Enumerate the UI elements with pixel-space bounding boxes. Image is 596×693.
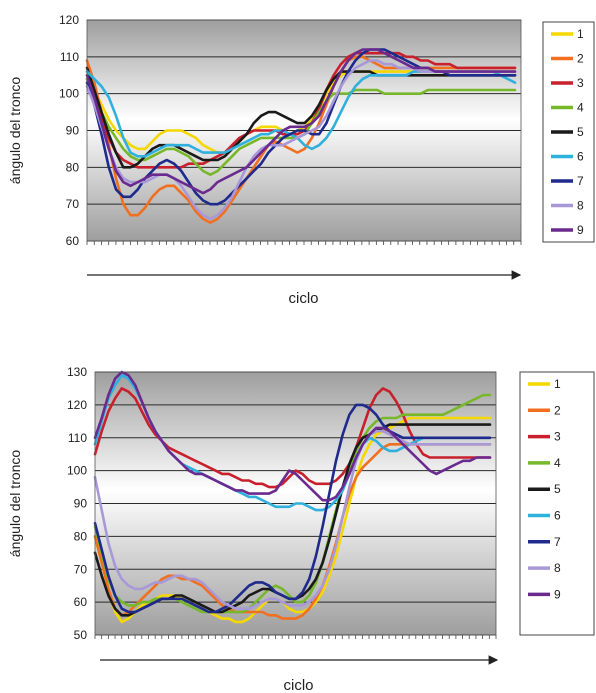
x-axis-label: ciclo — [283, 677, 313, 693]
y-tick-label: 130 — [67, 365, 87, 379]
legend-label-1: 1 — [554, 377, 561, 391]
y-tick-label: 90 — [66, 124, 80, 138]
x-axis-label: ciclo — [288, 290, 318, 307]
y-tick-label: 100 — [67, 464, 87, 478]
series-line-8 — [93, 429, 492, 611]
series-line-7 — [93, 403, 492, 614]
legend-label-1: 1 — [577, 27, 584, 41]
legend-label-9: 9 — [554, 587, 561, 601]
y-tick-label: 80 — [66, 160, 80, 174]
legend-label-3: 3 — [554, 430, 561, 444]
y-axis-label: ángulo del tronco — [7, 450, 23, 558]
legend-label-5: 5 — [577, 125, 584, 139]
y-tick-label: 50 — [74, 628, 88, 642]
legend-label-4: 4 — [577, 101, 584, 115]
chart-bottom: 50 60 70 80 90 100 110 120 130 ángulo del tronco 1… — [7, 365, 595, 693]
y-tick-label: 120 — [59, 13, 79, 27]
series-line-1 — [93, 416, 492, 624]
legend-label-7: 7 — [577, 174, 584, 188]
legend-label-8: 8 — [577, 199, 584, 213]
y-tick-label: 110 — [60, 50, 79, 64]
y-tick-label: 80 — [74, 529, 88, 543]
legend-label-3: 3 — [577, 76, 584, 90]
series-line-9 — [85, 48, 517, 195]
legend-box — [519, 371, 595, 636]
plot-border — [94, 371, 497, 636]
series-line-3 — [85, 51, 517, 169]
y-tick-label: 100 — [59, 87, 79, 101]
legend-label-4: 4 — [554, 456, 561, 470]
legend-label-2: 2 — [554, 403, 561, 417]
legend-label-6: 6 — [554, 509, 561, 523]
legend-label-6: 6 — [577, 150, 584, 164]
chart-top: 60 70 80 90 100 110 120 ángulo del tronco 1 2 3 4 5 6… — [7, 13, 595, 307]
y-axis-label: ángulo del tronco — [7, 77, 23, 185]
legend-label-5: 5 — [554, 482, 561, 496]
y-tick-label: 90 — [74, 497, 88, 511]
y-tick-label: 120 — [67, 398, 87, 412]
legend-label-8: 8 — [554, 561, 561, 575]
y-tick-label: 70 — [74, 562, 88, 576]
y-tick-label: 60 — [74, 595, 88, 609]
legend-label-7: 7 — [554, 535, 561, 549]
legend-label-9: 9 — [577, 223, 584, 237]
y-tick-label: 110 — [68, 431, 87, 445]
y-tick-label: 70 — [66, 197, 80, 211]
legend-label-2: 2 — [577, 52, 584, 66]
series-line-2 — [85, 55, 517, 224]
plot-border — [86, 19, 522, 242]
y-tick-label: 60 — [66, 234, 80, 248]
series-line-5 — [85, 66, 517, 169]
series-line-9 — [93, 370, 492, 502]
